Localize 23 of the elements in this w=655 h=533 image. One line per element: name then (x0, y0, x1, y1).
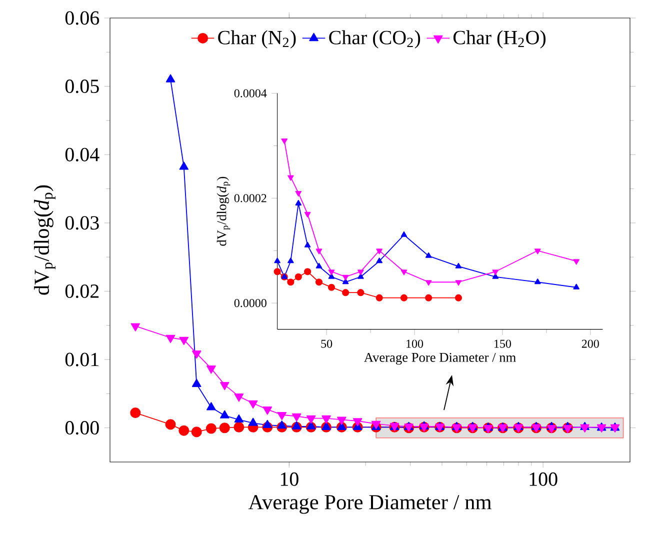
y-tick-label: 0.0004 (234, 89, 267, 98)
x-tick-label: 10 (280, 472, 298, 486)
x-tick-label: 200 (582, 340, 599, 348)
x-tick-label: 50 (321, 340, 332, 348)
y-tick-label: 0.05 (65, 80, 99, 94)
x-axis-title: Average Pore Diameter / nm (248, 495, 492, 514)
y-tick-label: 0.04 (65, 148, 100, 162)
y-tick-label: 0.00 (65, 421, 99, 435)
y-tick-label: 0.0002 (234, 194, 266, 202)
y-tick-label: 0.03 (65, 216, 99, 230)
y-axis-title: dV$_{p}$/dlog(d$_{p}$) (34, 185, 56, 295)
y-tick-label: 0.06 (65, 11, 100, 25)
legend-label: Char (CO$_{2}$) (329, 30, 420, 48)
x-tick-label: 100 (406, 340, 424, 348)
x-tick-label: 150 (494, 340, 511, 348)
y-axis-title: dV$_{p}$/dlog(d$_{p}$) (216, 176, 230, 246)
x-tick-label: 100 (530, 472, 558, 486)
x-axis-title: Average Pore Diameter / nm (364, 352, 516, 365)
y-tick-label: 0.0000 (234, 299, 266, 308)
legend-label: Char (N$_{2}$) (218, 30, 296, 48)
y-tick-label: 0.02 (65, 284, 99, 298)
legend-label: Char (H$_{2}$O) (453, 30, 546, 48)
y-tick-label: 0.01 (65, 352, 98, 366)
